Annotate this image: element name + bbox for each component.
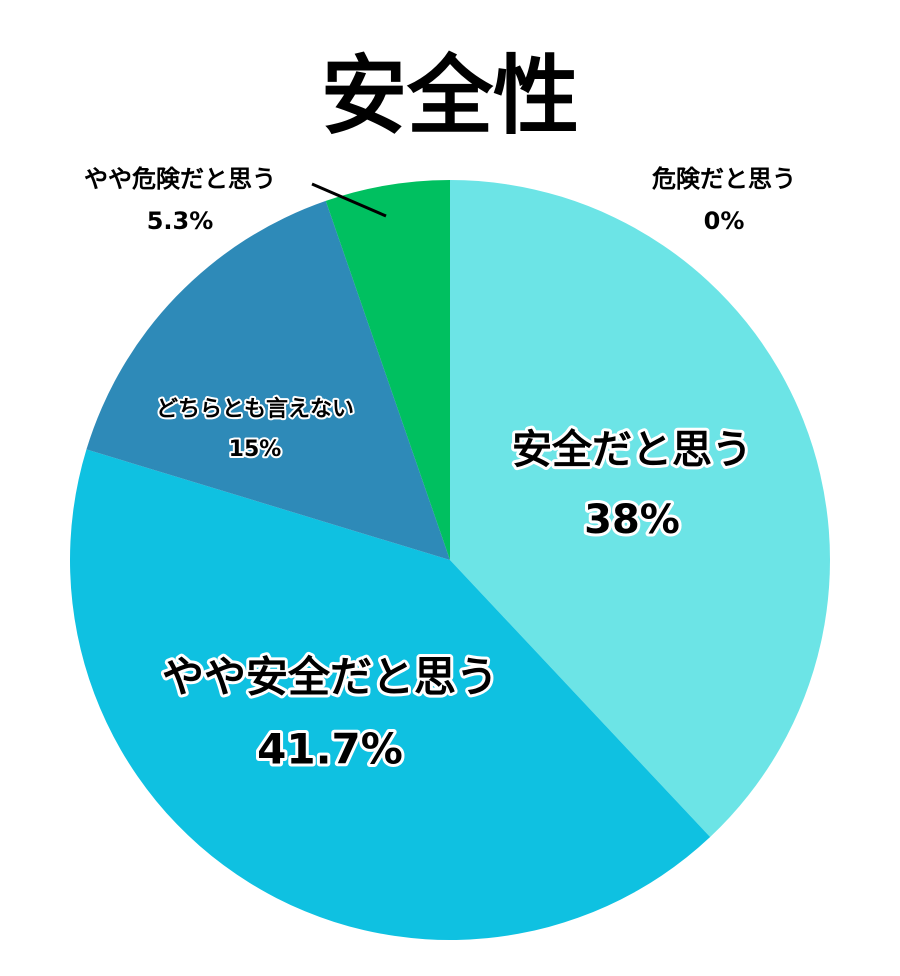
slice-label: 安全だと思う [512, 427, 752, 473]
slice-label: やや安全だと思う [162, 653, 498, 702]
slice-label: 危険だと思う [652, 165, 796, 193]
slice-label: どちらとも言えない [156, 396, 354, 422]
pie-slice [69, 449, 711, 941]
leader-line [311, 182, 387, 218]
slice-label: やや危険だと思う [84, 165, 276, 193]
pie-slice [86, 200, 451, 560]
pie-slice [325, 180, 450, 560]
chart-title: 安全性 [321, 46, 579, 146]
value-label: 15% [229, 437, 282, 462]
value-label: 5.3% [147, 207, 214, 235]
pie-slice [450, 180, 831, 838]
value-label: 41.7% [257, 725, 403, 774]
value-label: 38% [584, 497, 680, 543]
value-label: 0% [704, 207, 745, 235]
